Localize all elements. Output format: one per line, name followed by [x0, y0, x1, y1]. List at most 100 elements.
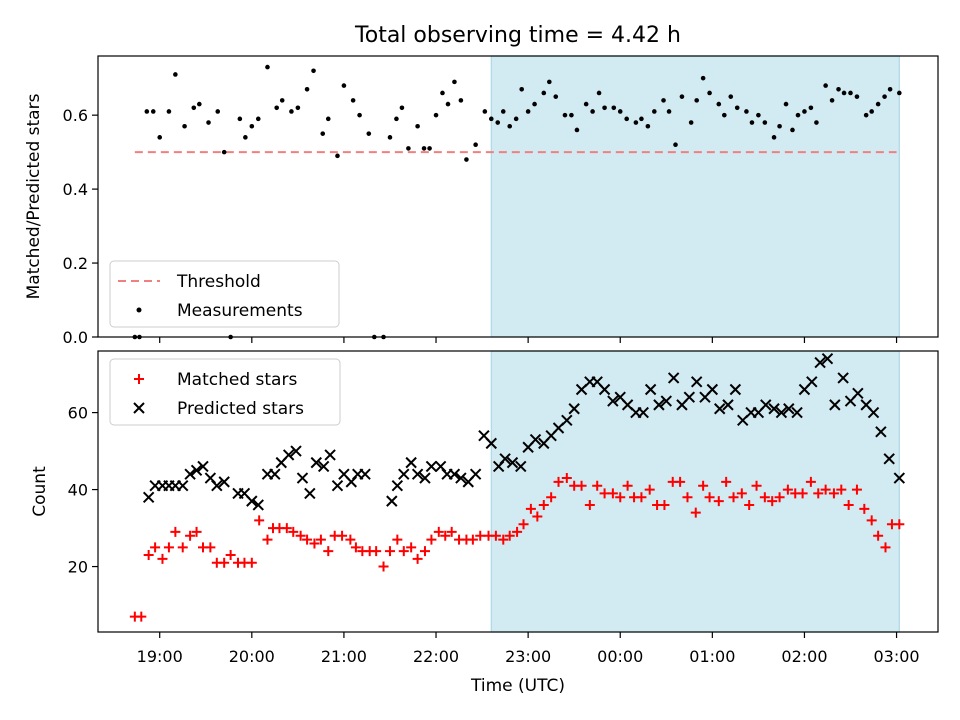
predicted-star-point [386, 495, 398, 507]
measurement-point [464, 157, 469, 162]
matched-star-point [205, 542, 216, 553]
measurement-point [547, 79, 552, 85]
matched-star-point [419, 546, 430, 557]
predicted-star-point [598, 383, 611, 396]
matched-star-point [262, 534, 273, 545]
measurement-point [243, 135, 248, 140]
predicted-star-point [317, 460, 330, 473]
measurement-point [150, 109, 156, 114]
matched-star-point [728, 492, 739, 503]
predicted-star-point [867, 406, 880, 419]
measurement-point [688, 120, 694, 125]
matched-star-point [446, 526, 457, 537]
predicted-star-point [177, 480, 189, 492]
measurement-point [295, 105, 301, 111]
matched-star-point [767, 496, 778, 507]
predicted-star-point [515, 460, 527, 473]
matched-star-point [337, 530, 348, 541]
matched-star-point [843, 499, 854, 510]
matched-star-point [315, 534, 326, 545]
predicted-star-point [499, 453, 511, 465]
legend: Matched stars Predicted stars [109, 358, 341, 426]
predicted-star-point [142, 491, 155, 503]
measurement-point [500, 109, 506, 114]
x-tick-label: 02:00 [781, 647, 827, 666]
matched-star-point [406, 542, 417, 553]
measurement-point [191, 105, 197, 111]
matched-star-point [295, 530, 306, 541]
matched-star-point [440, 530, 451, 541]
matched-star-point [607, 488, 618, 499]
measurement-point [771, 135, 777, 140]
matched-star-point [433, 526, 444, 537]
matched-star-point [371, 546, 382, 557]
matched-star-point [157, 553, 168, 564]
matched-star-point [518, 519, 529, 530]
predicted-star-point [893, 472, 906, 484]
measurement-point [716, 101, 722, 107]
matched-star-point [219, 557, 230, 568]
predicted-star-point [184, 468, 196, 480]
measurement-point [887, 86, 893, 92]
predicted-star-point [683, 391, 696, 403]
measurement-point [157, 135, 163, 140]
measurement-point [173, 72, 178, 77]
predicted-star-point [310, 456, 322, 469]
measurement-point [350, 98, 356, 103]
measurement-point [482, 109, 488, 114]
matched-star-point [191, 526, 202, 537]
measurement-point [255, 116, 261, 122]
predicted-star-point [506, 456, 519, 469]
legend-label: Threshold [176, 272, 261, 292]
predicted-star-point [324, 449, 336, 461]
legend-matched-swatch [134, 374, 144, 384]
measurement-point [366, 131, 372, 136]
measurement-point [673, 142, 678, 148]
chart-title: Total observing time = 4.42 h [354, 23, 681, 48]
measurement-point [707, 90, 712, 96]
measurement-point [583, 101, 589, 107]
measurement-point [652, 109, 657, 114]
matched-star-point [512, 526, 523, 537]
matched-star-point [150, 542, 161, 553]
matched-star-point [490, 530, 501, 541]
measurement-point [574, 127, 580, 133]
measurement-point [311, 68, 316, 74]
predicted-star-point [821, 352, 834, 365]
measurement-point [433, 112, 439, 118]
predicted-star-point [190, 464, 203, 477]
predicted-star-point [814, 356, 826, 369]
shaded-region [490, 350, 900, 633]
predicted-star-point [359, 468, 371, 480]
ratio-panel: 0.0 0.2 0.4 0.6 Matched/Predicted stars Thres… [24, 55, 939, 347]
measurement-point [808, 105, 814, 111]
matched-star-point [704, 492, 715, 503]
measurement-point [897, 90, 902, 96]
predicted-star-point [425, 460, 438, 473]
measurement-point [507, 123, 513, 129]
count-panel: 20 40 60 Count Matched stars Predicted stars [30, 350, 939, 638]
measurement-point [206, 120, 211, 125]
predicted-star-point [729, 383, 742, 396]
matched-star-point [782, 484, 793, 495]
matched-star-point [584, 499, 595, 510]
measurement-point [197, 101, 202, 107]
predicted-star-point [197, 460, 209, 473]
measurement-point [415, 123, 420, 129]
measurement-point [320, 131, 326, 136]
measurement-point [814, 120, 819, 125]
measurement-point [357, 112, 362, 118]
y-tick-label: 0.0 [63, 328, 88, 347]
matched-star-point [532, 511, 543, 522]
predicted-star-point [252, 499, 264, 511]
matched-star-point [525, 503, 536, 514]
y-tick-label: 20 [68, 558, 88, 577]
predicted-star-point [568, 403, 580, 415]
predicted-star-point [455, 472, 467, 484]
predicted-star-point [722, 399, 734, 411]
matched-star-point [288, 526, 299, 537]
matched-star-point [504, 530, 515, 541]
measurement-point [795, 112, 801, 118]
matched-star-point [805, 476, 816, 487]
measurement-point [519, 86, 524, 92]
